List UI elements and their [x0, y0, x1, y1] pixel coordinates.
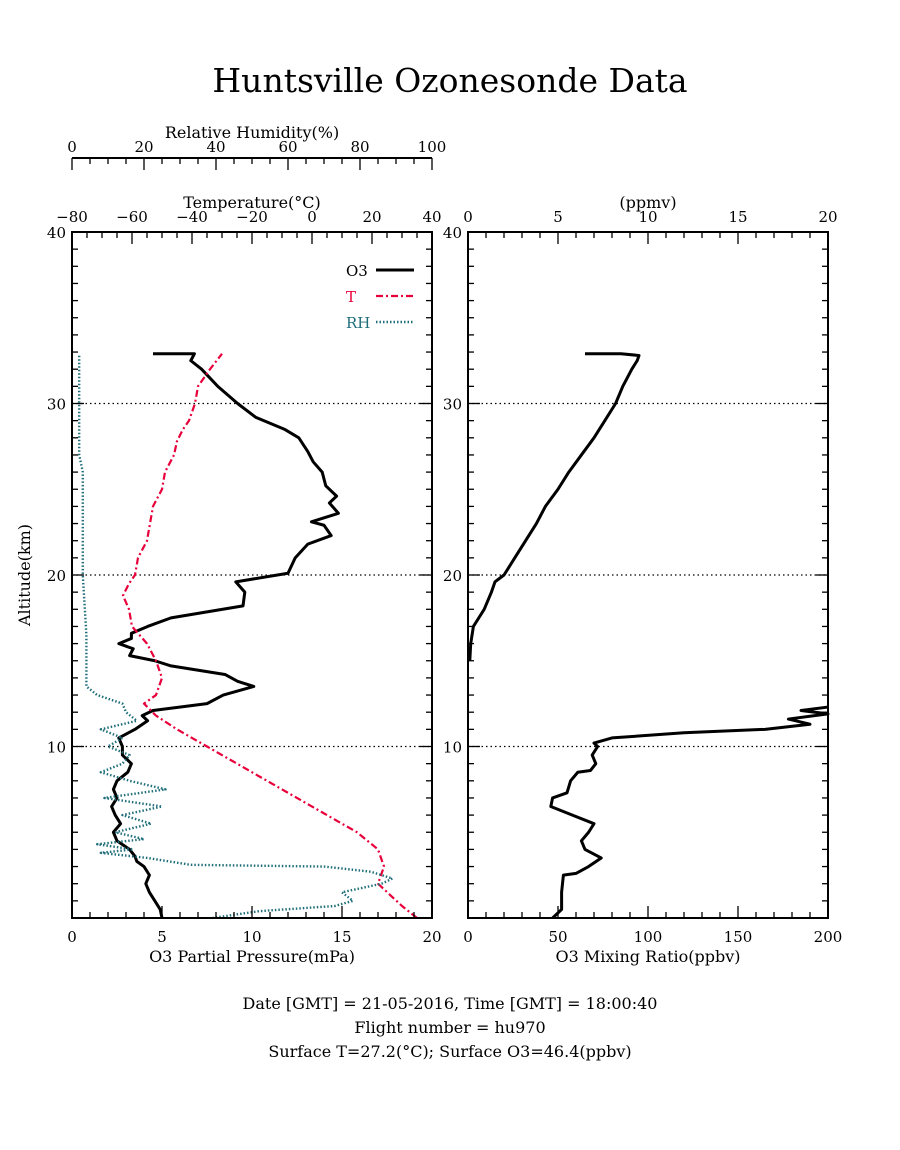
footer-flight-number: Flight number = hu970 [354, 1018, 546, 1037]
footer-date-time: Date [GMT] = 21-05-2016, Time [GMT] = 18… [242, 994, 658, 1013]
temperature-axis-title-text: Temperature(°C) [183, 193, 321, 212]
right-panel-gridlines [468, 402, 828, 748]
ppmv-axis-title: (ppmv) [619, 193, 676, 212]
temperature-x-tick-label: −20 [236, 208, 268, 226]
o3-x-tick-label: 20 [422, 928, 441, 946]
right-panel-series [468, 352, 830, 920]
o3-pressure-axis-title: O3 Partial Pressure(mPa) [149, 947, 355, 966]
ppbv-x-tick-label: 150 [724, 928, 753, 946]
temperature-x-tick-label: 0 [307, 208, 317, 226]
series-o3-mixing-ratio-ppmv- [468, 352, 641, 661]
series-rh [78, 353, 394, 920]
legend: O3 T RH [346, 262, 414, 332]
legend-label-t: T [346, 288, 356, 306]
temperature-axis-title: Temperature(°C) [183, 193, 321, 212]
right-y-tick-label: 40 [443, 224, 462, 242]
right-y-tick-label: 30 [443, 396, 462, 414]
temperature-x-tick-label: −40 [176, 208, 208, 226]
o3-x-tick-label: 0 [67, 928, 77, 946]
ppmv-x-tick-label: 15 [728, 208, 747, 226]
o3-x-tick-label: 10 [242, 928, 261, 946]
temperature-x-tick-label: 20 [362, 208, 381, 226]
ppmv-x-tick-label: 10 [638, 208, 657, 226]
rh-x-tick-label: 40 [206, 138, 225, 156]
temperature-x-tick-label: −60 [116, 208, 148, 226]
series-o3-mixing-ratio [549, 705, 830, 920]
series-t [121, 353, 418, 919]
o3-x-tick-label: 5 [157, 928, 167, 946]
left-panel-series [78, 352, 418, 920]
left-y-tick-label: 40 [47, 224, 66, 242]
rh-x-tick-label: 60 [278, 138, 297, 156]
ppmv-x-tick-label: 0 [463, 208, 473, 226]
footer-surface-values: Surface T=27.2(°C); Surface O3=46.4(ppbv… [268, 1042, 632, 1061]
left-y-tick-label: 10 [47, 739, 66, 757]
right-y-tick-label: 10 [443, 739, 462, 757]
ppbv-x-tick-label: 0 [463, 928, 473, 946]
left-y-tick-label: 20 [47, 567, 66, 585]
series-o3 [110, 352, 340, 919]
rh-axis-title-text: Relative Humidity(%) [165, 123, 339, 142]
temperature-x-tick-label: −80 [56, 208, 88, 226]
o3-x-tick-label: 15 [332, 928, 351, 946]
rh-x-tick-label: 80 [350, 138, 369, 156]
temperature-x-tick-label: 40 [422, 208, 441, 226]
rh-x-tick-label: 0 [67, 138, 77, 156]
altitude-axis-title: Altitude(km) [15, 524, 34, 627]
left-panel-ticks: 10 20 30 40 0 5 10 15 20 −80 −60 −40 −20 0 20 40 0 20 40 60… [47, 138, 446, 946]
right-y-tick-label: 20 [443, 567, 462, 585]
left-panel-gridlines [72, 402, 432, 748]
ppbv-x-tick-label: 50 [548, 928, 567, 946]
ppbv-x-tick-label: 200 [814, 928, 843, 946]
ppmv-x-tick-label: 20 [818, 208, 837, 226]
legend-label-rh: RH [346, 314, 370, 332]
left-y-tick-label: 30 [47, 396, 66, 414]
rh-axis-title: Relative Humidity(%) [165, 123, 339, 142]
legend-label-o3: O3 [346, 262, 368, 280]
rh-x-tick-label: 20 [134, 138, 153, 156]
ppbv-x-tick-label: 100 [634, 928, 663, 946]
ppmv-x-tick-label: 5 [553, 208, 563, 226]
rh-x-tick-label: 100 [418, 138, 447, 156]
mixing-ratio-axis-title: O3 Mixing Ratio(ppbv) [555, 947, 740, 966]
figure-title: Huntsville Ozonesonde Data [212, 61, 687, 100]
